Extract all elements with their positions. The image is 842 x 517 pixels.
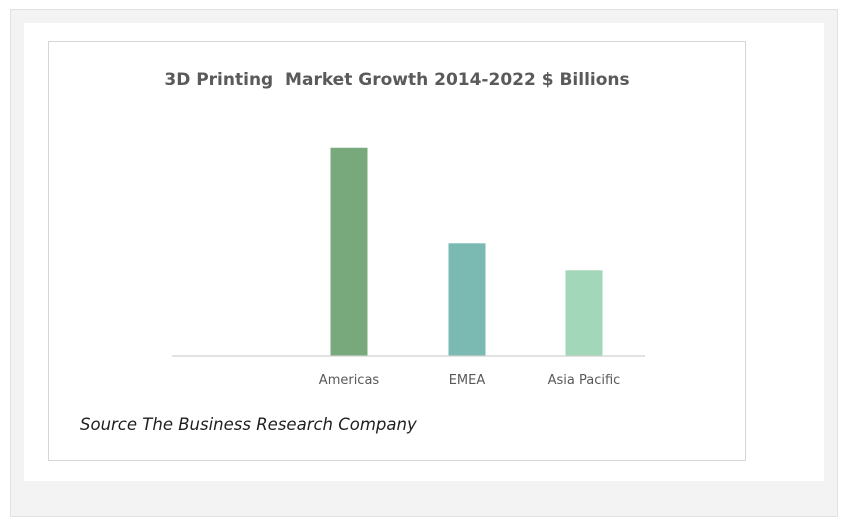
chart-container: 3D Printing Market Growth 2014-2022 $ Bi…	[48, 41, 746, 461]
x-tick-label-americas: Americas	[319, 373, 380, 388]
source-note: Source The Business Research Company	[80, 415, 417, 434]
x-tick-label-asia-pacific: Asia Pacific	[548, 373, 621, 388]
chart-title: 3D Printing Market Growth 2014-2022 $ Bi…	[164, 70, 630, 90]
content-panel: 3D Printing Market Growth 2014-2022 $ Bi…	[24, 23, 824, 481]
bar-emea	[448, 243, 486, 356]
outer-frame: 3D Printing Market Growth 2014-2022 $ Bi…	[10, 9, 838, 517]
x-tick-label-emea: EMEA	[449, 373, 486, 388]
bars-layer	[330, 147, 603, 356]
x-tick-labels: Americas EMEA Asia Pacific	[319, 373, 621, 388]
bar-asia-pacific	[565, 270, 603, 356]
chart-plot-area: Americas EMEA Asia Pacific	[172, 147, 645, 388]
bar-americas	[330, 147, 368, 356]
